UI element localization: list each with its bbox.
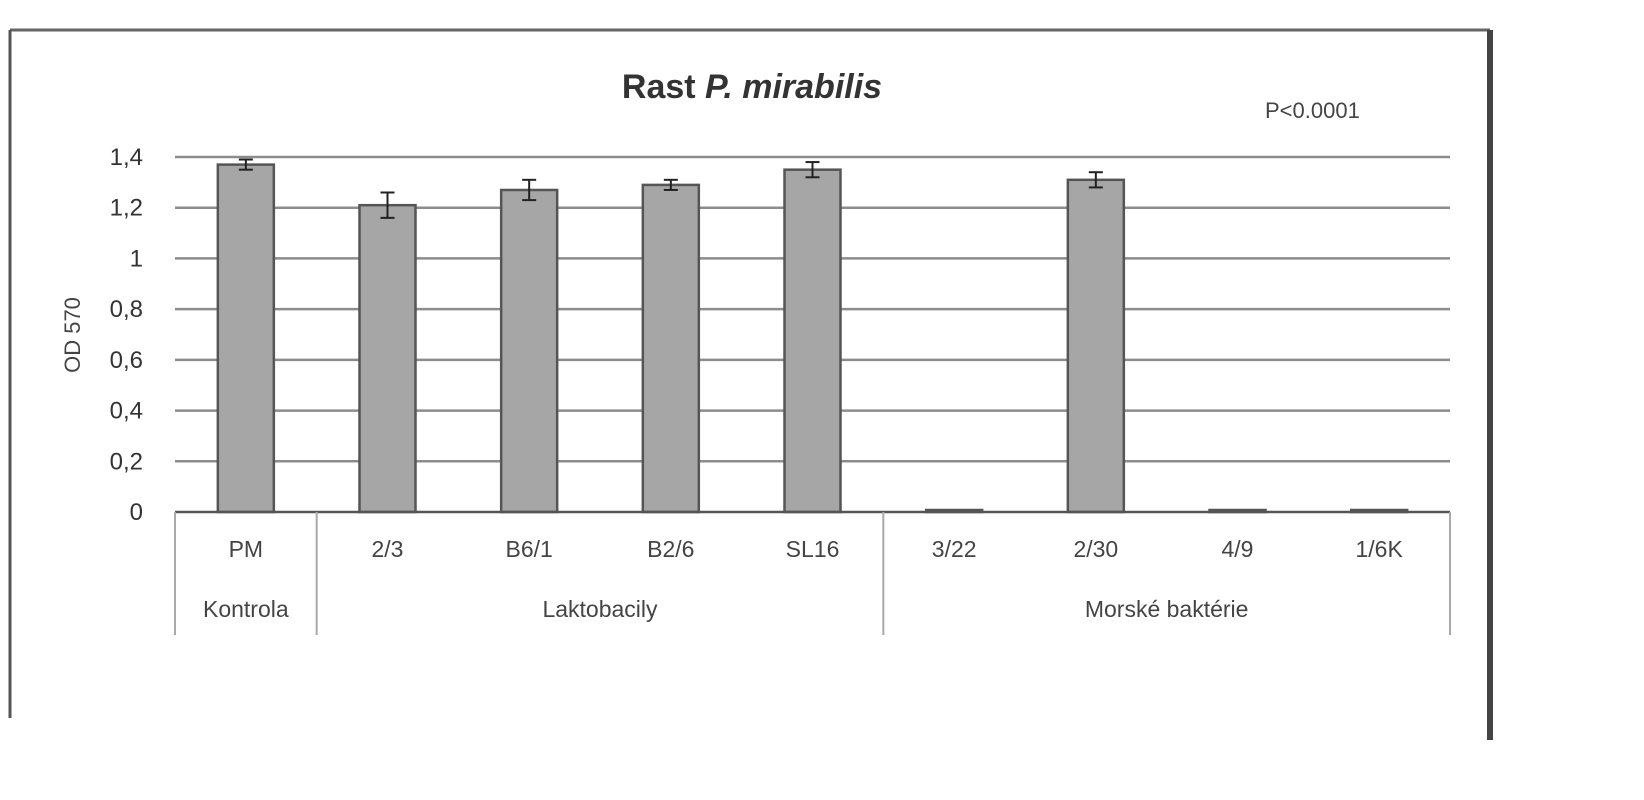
bar-b6-1 bbox=[499, 188, 559, 514]
chart-title-italic: P. mirabilis bbox=[705, 68, 882, 106]
y-tick-label: 0,2 bbox=[110, 448, 143, 475]
y-tick-label: 0,4 bbox=[110, 398, 143, 425]
x-tick-label: 4/9 bbox=[1222, 536, 1254, 562]
y-tick-label: 0,8 bbox=[110, 296, 143, 323]
y-axis-ticks: 0 0,2 0,4 0,6 0,8 1 1,2 1,4 bbox=[110, 144, 143, 526]
x-tick-label: 3/22 bbox=[932, 536, 977, 562]
group-label: Laktobacily bbox=[542, 596, 658, 622]
x-tick-label: B2/6 bbox=[647, 536, 694, 562]
bar-b2-6 bbox=[641, 183, 701, 514]
y-tick-label: 1 bbox=[130, 245, 143, 272]
bars bbox=[216, 163, 1409, 514]
bar-pm bbox=[216, 163, 276, 514]
x-tick-label: 2/3 bbox=[372, 536, 404, 562]
group-label: Morské baktérie bbox=[1085, 596, 1249, 622]
x-tick-label: B6/1 bbox=[506, 536, 553, 562]
x-tick-label: 1/6K bbox=[1356, 536, 1404, 562]
y-tick-label: 0 bbox=[130, 499, 143, 526]
y-axis-label: OD 570 bbox=[60, 297, 85, 373]
bar-2-3 bbox=[358, 203, 417, 514]
bar-2-30 bbox=[1066, 178, 1126, 514]
bar-sl16 bbox=[783, 168, 842, 514]
chart-title-main: Rast bbox=[622, 68, 705, 106]
x-tick-label: SL16 bbox=[786, 536, 840, 562]
y-tick-label: 1,2 bbox=[110, 195, 143, 222]
chart-title: Rast P. mirabilis bbox=[622, 68, 882, 106]
y-tick-label: 0,6 bbox=[110, 347, 143, 374]
significance-annotation: P<0.0001 bbox=[1265, 98, 1360, 123]
x-axis-table: PM 2/3 B6/1 B2/6 SL16 3/22 2/30 4/9 1/6K Kontrola… bbox=[174, 510, 1451, 635]
x-tick-label: PM bbox=[229, 536, 264, 562]
group-label: Kontrola bbox=[203, 596, 289, 622]
x-tick-label: 2/30 bbox=[1073, 536, 1118, 562]
y-tick-label: 1,4 bbox=[110, 144, 143, 171]
error-bars bbox=[238, 158, 1103, 219]
